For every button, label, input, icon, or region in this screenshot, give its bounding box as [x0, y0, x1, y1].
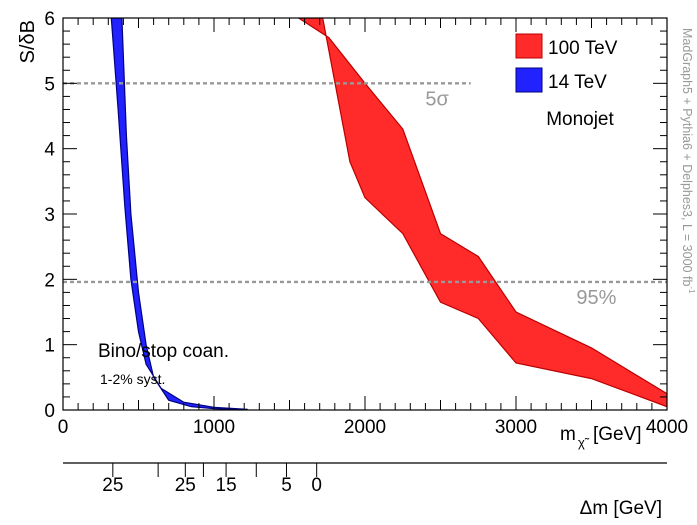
band-14tev: [110, 18, 248, 410]
secondary-tick-label: 25: [175, 475, 196, 496]
x-tick-label: 3000: [495, 417, 537, 438]
plot-frame: 0 1000 2000 3000 4000 0 1 2 3 4 5 6: [44, 9, 688, 438]
y-tick-label: 0: [44, 401, 55, 422]
x-axis-title-unit: [GeV]: [593, 424, 642, 445]
side-text-sup: -1: [687, 286, 696, 294]
y-tick-label: 3: [44, 205, 55, 226]
reference-lines: 5σ 95%: [63, 82, 667, 309]
x-axis-title: m χ̃ [GeV]: [560, 424, 642, 450]
side-text-main: MadGraph5 + Pythia6 + Delphes3, L = 3000…: [680, 28, 694, 286]
series-layer: [110, 18, 667, 410]
reference-label-1: 95%: [576, 287, 616, 309]
secondary-tick-label: 15: [216, 475, 237, 496]
x-tick-label: 1000: [193, 417, 235, 438]
y-tick-label: 1: [44, 336, 55, 357]
secondary-tick-label: 25: [102, 475, 123, 496]
legend-extra: Monojet: [546, 109, 614, 130]
legend: 100 TeV 14 TeV Monojet: [515, 33, 618, 130]
y-axis-title: S/δB: [17, 20, 39, 63]
svg-text:MadGraph5 + Pythia6 + Delphes3: MadGraph5 + Pythia6 + Delphes3, L = 3000…: [680, 28, 696, 294]
legend-label-14tev: 14 TeV: [548, 72, 607, 93]
x-axis-title-sub: χ̃: [578, 435, 590, 450]
reference-label-0: 5σ: [425, 88, 449, 110]
band-100tev: [297, 18, 667, 408]
secondary-tick-label: 0: [311, 475, 322, 496]
x-tick-label: 4000: [646, 417, 688, 438]
legend-swatch-14tev: [515, 67, 543, 93]
x-tick-label: 0: [58, 417, 69, 438]
side-text: MadGraph5 + Pythia6 + Delphes3, L = 3000…: [680, 28, 696, 294]
y-tick-label: 5: [44, 74, 55, 95]
y-tick-label: 4: [44, 140, 55, 161]
process-label: Bino/stop coan.: [98, 341, 229, 362]
secondary-axis-title: Δm [GeV]: [580, 498, 662, 519]
x-tick-label: 2000: [344, 417, 386, 438]
legend-swatch-100tev: [515, 33, 543, 59]
secondary-axis: 25 25 15 5 0: [63, 462, 667, 496]
y-tick-label: 2: [44, 270, 55, 291]
secondary-tick-label: 5: [281, 475, 292, 496]
x-axis-title-main: m: [560, 424, 576, 445]
syst-label: 1-2% syst.: [100, 371, 165, 387]
legend-label-100tev: 100 TeV: [548, 38, 618, 59]
y-tick-label: 6: [44, 9, 55, 30]
